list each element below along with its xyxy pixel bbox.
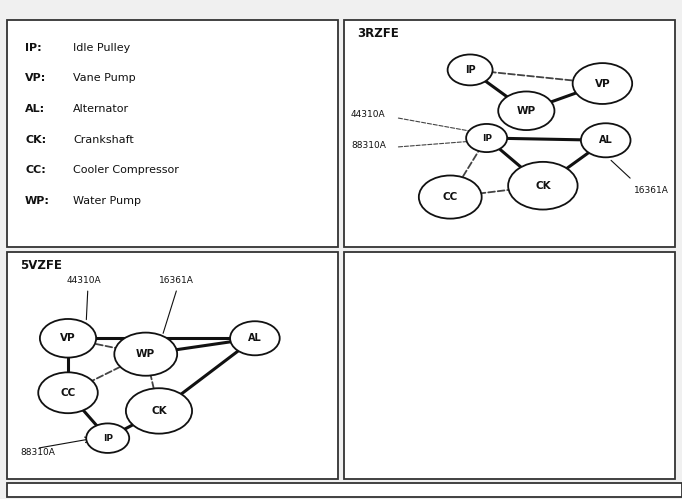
Text: Water Pump: Water Pump [73, 196, 141, 206]
Text: IP: IP [103, 434, 113, 443]
Text: CK: CK [535, 181, 550, 191]
FancyBboxPatch shape [7, 252, 338, 479]
Circle shape [38, 372, 98, 413]
Text: WP: WP [136, 349, 155, 359]
Text: CC:: CC: [25, 165, 46, 175]
Text: CK:: CK: [25, 135, 46, 145]
FancyBboxPatch shape [344, 252, 675, 479]
Text: VP: VP [60, 333, 76, 343]
Text: Cooler Compressor: Cooler Compressor [73, 165, 179, 175]
Text: Crankshaft: Crankshaft [73, 135, 134, 145]
Text: VP: VP [595, 78, 610, 88]
Text: Alternator: Alternator [73, 104, 129, 114]
Text: 16361A: 16361A [634, 186, 669, 195]
Text: 5VZFE: 5VZFE [20, 259, 62, 272]
Text: 88310A: 88310A [351, 142, 386, 151]
Text: IP: IP [465, 65, 475, 75]
Text: WP: WP [517, 106, 536, 116]
Text: VP:: VP: [25, 73, 46, 83]
Text: IP: IP [481, 134, 492, 143]
Text: Idle Pulley: Idle Pulley [73, 43, 130, 53]
Circle shape [447, 54, 492, 85]
FancyBboxPatch shape [7, 20, 338, 247]
Text: AL: AL [248, 333, 262, 343]
Text: AL: AL [599, 135, 612, 145]
Text: CC: CC [61, 388, 76, 398]
Text: IP:: IP: [25, 43, 42, 53]
Circle shape [126, 388, 192, 434]
Text: 3RZFE: 3RZFE [357, 27, 400, 40]
Circle shape [419, 176, 481, 219]
Text: 44310A: 44310A [66, 275, 101, 284]
Circle shape [86, 424, 129, 453]
Circle shape [40, 319, 96, 358]
Circle shape [499, 91, 554, 130]
Circle shape [508, 162, 578, 210]
Text: AL:: AL: [25, 104, 45, 114]
Text: 88310A: 88310A [20, 448, 55, 457]
Text: Vane Pump: Vane Pump [73, 73, 136, 83]
Text: CK: CK [151, 406, 167, 416]
Text: WP:: WP: [25, 196, 50, 206]
Text: 44310A: 44310A [351, 110, 385, 119]
Text: 16361A: 16361A [159, 275, 194, 284]
Circle shape [115, 333, 177, 376]
Circle shape [466, 124, 507, 152]
Circle shape [230, 321, 280, 355]
Circle shape [573, 63, 632, 104]
Circle shape [581, 123, 631, 157]
Text: CC: CC [443, 192, 458, 202]
FancyBboxPatch shape [344, 20, 675, 247]
FancyBboxPatch shape [7, 483, 682, 497]
